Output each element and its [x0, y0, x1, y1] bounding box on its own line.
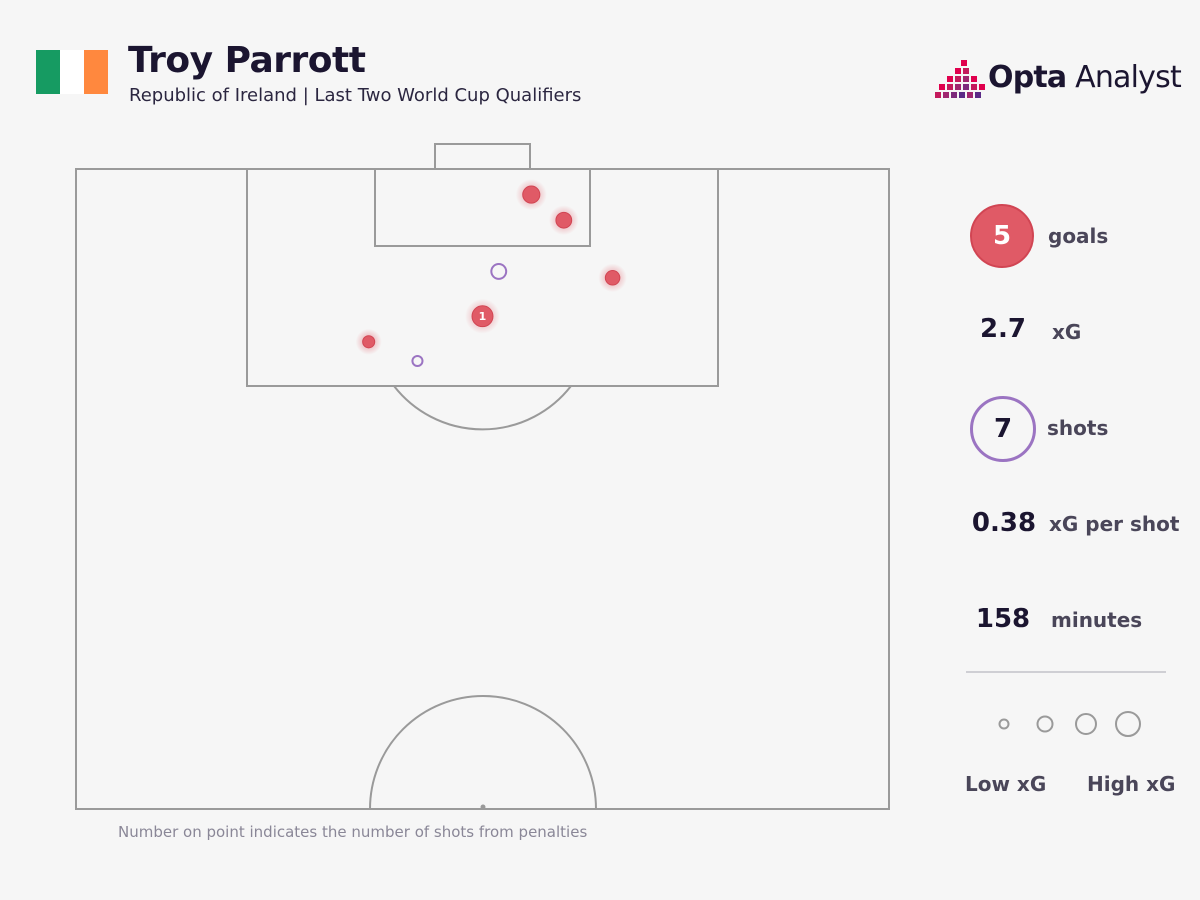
penalty-arc — [393, 385, 572, 431]
legend-size-circle — [1075, 713, 1097, 735]
xg-size-legend — [998, 711, 1141, 737]
goals-value: 5 — [992, 221, 1012, 251]
flag-orange-band — [84, 50, 108, 94]
minutes-label: minutes — [1051, 608, 1143, 632]
centre-circle — [369, 695, 597, 810]
xg-per-shot-label: xG per shot — [1049, 512, 1180, 536]
penalty-count-label: 1 — [479, 310, 487, 323]
missed-shot-point — [490, 262, 508, 280]
shots-value: 7 — [993, 414, 1013, 444]
goal-shot-point: 1 — [465, 298, 500, 334]
ireland-flag-icon — [36, 50, 108, 94]
shot-marker — [471, 305, 494, 328]
penalty-area — [246, 168, 719, 387]
xg-label: xG — [1052, 320, 1082, 344]
legend-size-circle — [1036, 715, 1054, 733]
flag-green-band — [36, 50, 60, 94]
shot-marker — [522, 185, 541, 204]
pitch-outline — [75, 168, 890, 810]
shot-marker — [604, 270, 621, 286]
page-subtitle: Republic of Ireland | Last Two World Cup… — [129, 85, 582, 106]
legend-high-xg-label: High xG — [1087, 772, 1176, 796]
goal-shot-point — [355, 328, 382, 355]
footnote: Number on point indicates the number of … — [118, 823, 588, 841]
opta-analyst-wordmark: Opta Analyst — [988, 60, 1182, 95]
divider — [966, 671, 1166, 673]
opta-pixel-logo-icon — [935, 60, 985, 98]
shot-marker — [490, 262, 508, 280]
xg-value: 2.7 — [979, 314, 1027, 344]
page-title: Troy Parrott — [128, 40, 366, 81]
pitch-shot-map: 1 — [75, 143, 890, 810]
flag-white-band — [60, 50, 84, 94]
legend-low-xg-label: Low xG — [965, 772, 1047, 796]
goal — [434, 143, 531, 170]
shots-badge: 7 — [970, 396, 1036, 462]
shot-marker — [555, 211, 573, 229]
goal-shot-point — [515, 179, 547, 211]
goals-label: goals — [1048, 224, 1109, 248]
xg-per-shot-value: 0.38 — [971, 508, 1037, 538]
minutes-value: 158 — [975, 604, 1031, 634]
pitch-lines — [75, 143, 890, 810]
shots-layer: 1 — [355, 179, 627, 368]
goal-shot-point — [598, 263, 627, 293]
legend-size-circle — [1115, 711, 1141, 737]
shot-marker — [362, 335, 376, 349]
shot-marker — [411, 354, 424, 368]
shots-label: shots — [1047, 416, 1109, 440]
opta-analyst-logo: Opta Analyst — [934, 56, 1184, 106]
centre-spot — [480, 804, 486, 810]
missed-shot-point — [411, 354, 424, 368]
goal-shot-point — [548, 205, 579, 236]
legend-size-circle — [998, 718, 1010, 730]
goals-badge: 5 — [970, 204, 1034, 268]
